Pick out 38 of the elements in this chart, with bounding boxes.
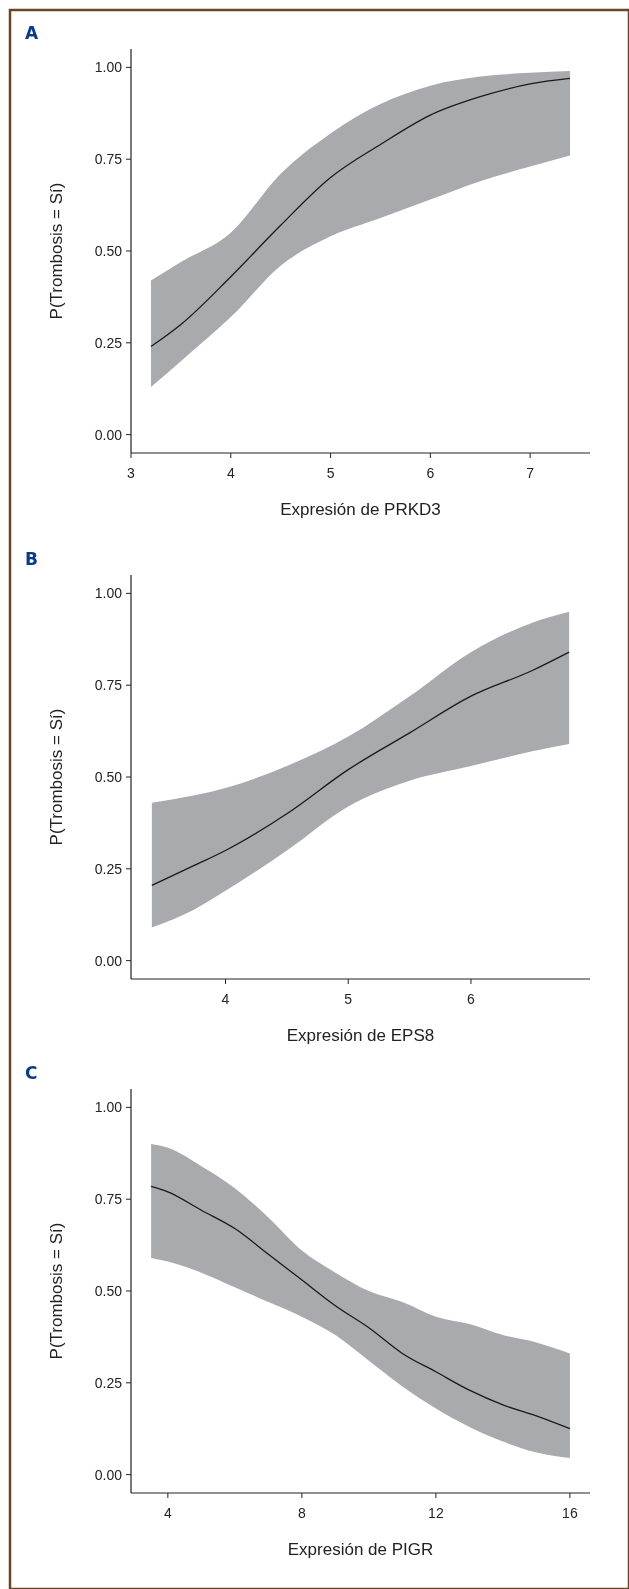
x-tick-label: 16 <box>562 1505 578 1521</box>
x-tick-label: 12 <box>428 1505 444 1521</box>
x-tick-label: 6 <box>467 991 476 1007</box>
x-tick-label: 7 <box>526 465 535 481</box>
x-tick-label: 4 <box>221 991 230 1007</box>
y-tick-label: 0.25 <box>94 334 123 351</box>
y-tick-label: 0.75 <box>94 677 123 694</box>
y-tick-label: 0.75 <box>94 1191 123 1208</box>
x-tick-label: 5 <box>344 991 353 1007</box>
y-tick-label: 0.00 <box>94 952 123 969</box>
y-tick-label: 0.50 <box>94 242 123 259</box>
y-tick-label: 1.00 <box>94 1099 123 1116</box>
y-axis-title: P(Trombosis = Sí) <box>47 1222 66 1360</box>
x-axis-title: Expresión de EPS8 <box>286 1026 435 1045</box>
y-tick-label: 0.50 <box>94 768 123 785</box>
y-tick-label: 0.75 <box>94 151 123 168</box>
line-series <box>151 651 570 886</box>
x-tick-label: 4 <box>226 465 235 481</box>
x-axis-title: Expresión de PRKD3 <box>280 500 441 519</box>
chart-title: C <box>25 1063 38 1083</box>
x-tick-label: 6 <box>426 465 435 481</box>
y-tick-label: 1.00 <box>94 585 123 602</box>
y-tick-label: 0.25 <box>94 860 123 877</box>
y-tick-label: 0.00 <box>94 1466 123 1483</box>
y-axis-title: P(Trombosis = Sí) <box>47 708 66 846</box>
chart-title: B <box>25 549 38 569</box>
x-tick-label: 3 <box>127 465 136 481</box>
x-tick-label: 5 <box>326 465 335 481</box>
y-tick-label: 0.00 <box>94 426 123 443</box>
line-series <box>150 1185 571 1430</box>
y-axis-title: P(Trombosis = Sí) <box>47 182 66 320</box>
y-tick-label: 0.25 <box>94 1374 123 1391</box>
y-tick-label: 0.50 <box>94 1282 123 1299</box>
x-axis-title: Expresión de PIGR <box>287 1540 434 1559</box>
chart-title: A <box>25 23 39 43</box>
x-tick-label: 4 <box>163 1505 172 1521</box>
y-tick-label: 1.00 <box>94 59 123 76</box>
x-tick-label: 8 <box>297 1505 306 1521</box>
